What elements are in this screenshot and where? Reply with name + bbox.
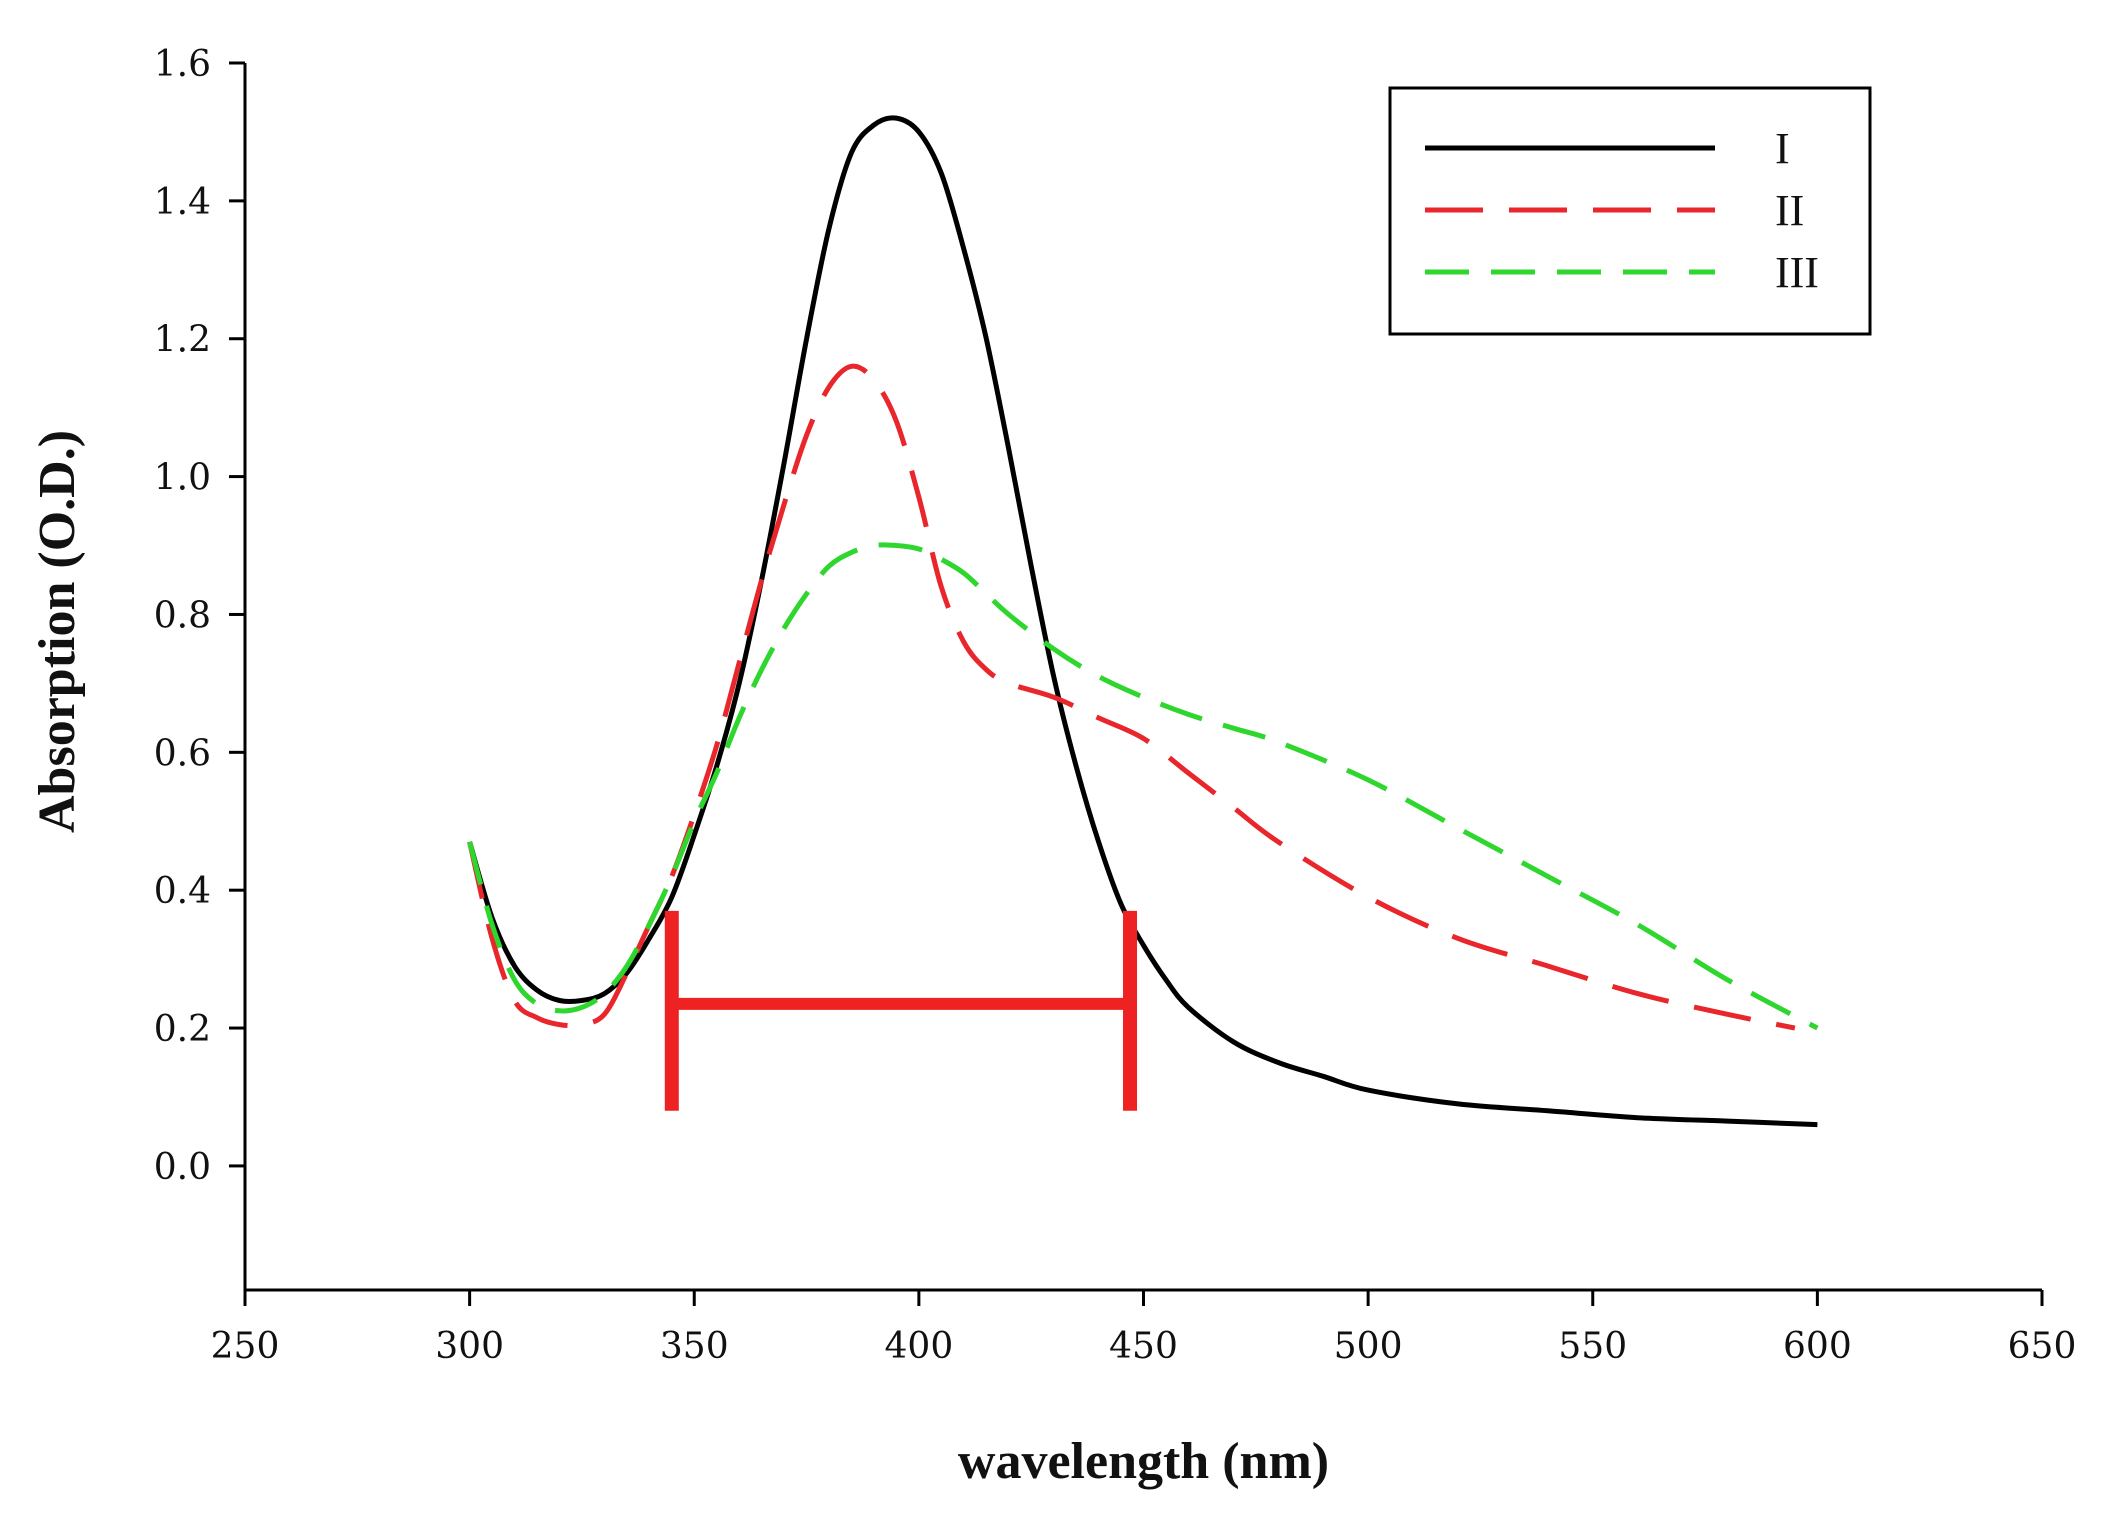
series-line-III bbox=[467, 542, 1819, 1031]
y-tick-label: 1.0 bbox=[154, 458, 211, 499]
y-tick-label: 0.4 bbox=[154, 871, 211, 912]
y-tick-label: 0.8 bbox=[154, 595, 211, 636]
x-tick-label: 450 bbox=[1109, 1326, 1178, 1367]
x-tick-label: 350 bbox=[660, 1326, 729, 1367]
y-tick-label: 0.2 bbox=[154, 1009, 211, 1050]
x-tick-label: 650 bbox=[2008, 1326, 2077, 1367]
x-tick-label: 250 bbox=[211, 1326, 280, 1367]
y-tick-label: 1.6 bbox=[154, 44, 211, 85]
y-tick-label: 0.0 bbox=[154, 1147, 211, 1188]
legend-label-II: II bbox=[1775, 186, 1804, 235]
series-line-II bbox=[467, 363, 1796, 1031]
legend-label-I: I bbox=[1775, 124, 1790, 173]
y-tick-label: 1.2 bbox=[154, 320, 211, 361]
x-axis-title: wavelength (nm) bbox=[958, 1433, 1329, 1490]
legend-label-III: III bbox=[1775, 248, 1819, 297]
x-axis-ticks: 250 300 350 400 450 500 550 600 650 bbox=[211, 1290, 2077, 1367]
legend: I II III bbox=[1388, 86, 1872, 336]
series-layer bbox=[467, 115, 1819, 1128]
x-tick-label: 600 bbox=[1783, 1326, 1852, 1367]
x-tick-label: 500 bbox=[1334, 1326, 1403, 1367]
y-axis-title: Absorption (O.D.) bbox=[29, 430, 86, 833]
annotation-layer bbox=[664, 910, 1138, 1111]
x-tick-label: 400 bbox=[885, 1326, 954, 1367]
x-tick-label: 550 bbox=[1558, 1326, 1627, 1367]
x-tick-label: 300 bbox=[435, 1326, 504, 1367]
series-line-I bbox=[467, 115, 1818, 1128]
y-tick-label: 1.4 bbox=[154, 182, 211, 223]
y-tick-label: 0.6 bbox=[154, 733, 211, 774]
y-axis-ticks: 0.0 0.2 0.4 0.6 0.8 1.0 1.2 1.4 1.6 bbox=[154, 44, 245, 1188]
